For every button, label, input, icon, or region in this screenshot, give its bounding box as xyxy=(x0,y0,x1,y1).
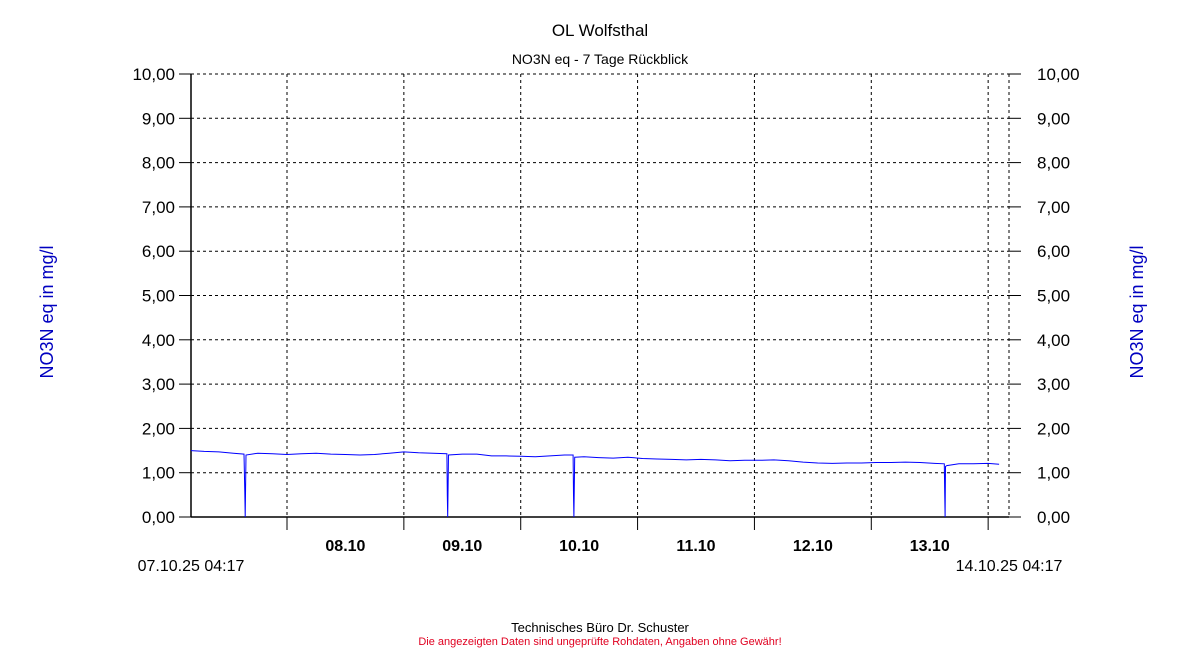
y-tick-label-right: 3,00 xyxy=(1037,375,1070,394)
y-tick-label-left: 9,00 xyxy=(142,109,175,128)
y-tick-label-left: 3,00 xyxy=(142,375,175,394)
y-tick-label-left: 1,00 xyxy=(142,464,175,483)
x-tick-label: 10.10 xyxy=(559,538,599,555)
y-axis-label-right: NO3N eq in mg/l xyxy=(1127,245,1147,378)
y-tick-label-right: 8,00 xyxy=(1037,154,1070,173)
chart-title: OL Wolfsthal xyxy=(552,21,648,40)
y-tick-label-left: 0,00 xyxy=(142,508,175,527)
y-tick-label-left: 2,00 xyxy=(142,419,175,438)
series-line xyxy=(190,450,1000,518)
y-ticks: 0,00 0,00 1,00 1,00 2,00 2,00 3,00 3,00 4,00 4,00… xyxy=(132,65,1079,527)
x-start-label: 07.10.25 04:17 xyxy=(138,558,245,575)
x-tick-label: 11.10 xyxy=(676,538,715,555)
y-tick-label-left: 8,00 xyxy=(142,154,175,173)
y-tick-label-right: 7,00 xyxy=(1037,198,1070,217)
y-tick-label-right: 2,00 xyxy=(1037,419,1070,438)
y-tick-label-left: 4,00 xyxy=(142,331,175,350)
y-tick-label-left: 5,00 xyxy=(142,287,175,306)
x-ticks: 08.10 09.10 10.10 11.10 12.10 13.10 xyxy=(325,538,949,555)
y-tick-label-left: 7,00 xyxy=(142,198,175,217)
series-layer xyxy=(190,450,1000,518)
y-tick-label-right: 4,00 xyxy=(1037,331,1070,350)
footer-disclaimer: Die angezeigten Daten sind ungeprüfte Ro… xyxy=(418,636,781,648)
y-tick-label-right: 6,00 xyxy=(1037,242,1070,261)
y-tick-label-right: 9,00 xyxy=(1037,109,1070,128)
y-tick-label-right: 0,00 xyxy=(1037,508,1070,527)
x-tick-label: 12.10 xyxy=(793,538,833,555)
y-tick-label-left: 6,00 xyxy=(142,242,175,261)
x-tick-label: 09.10 xyxy=(442,538,482,555)
footer-company: Technisches Büro Dr. Schuster xyxy=(511,620,689,635)
grid xyxy=(190,73,1010,530)
chart-subtitle: NO3N eq - 7 Tage Rückblick xyxy=(512,51,689,67)
x-end-label: 14.10.25 04:17 xyxy=(956,558,1063,575)
y-axis-label-left: NO3N eq in mg/l xyxy=(37,245,57,378)
x-tick-label: 13.10 xyxy=(910,538,950,555)
y-tick-label-right: 1,00 xyxy=(1037,464,1070,483)
y-tick-label-left: 10,00 xyxy=(132,65,175,84)
y-tick-label-right: 10,00 xyxy=(1037,65,1080,84)
y-tick-label-right: 5,00 xyxy=(1037,287,1070,306)
x-tick-label: 08.10 xyxy=(325,538,365,555)
